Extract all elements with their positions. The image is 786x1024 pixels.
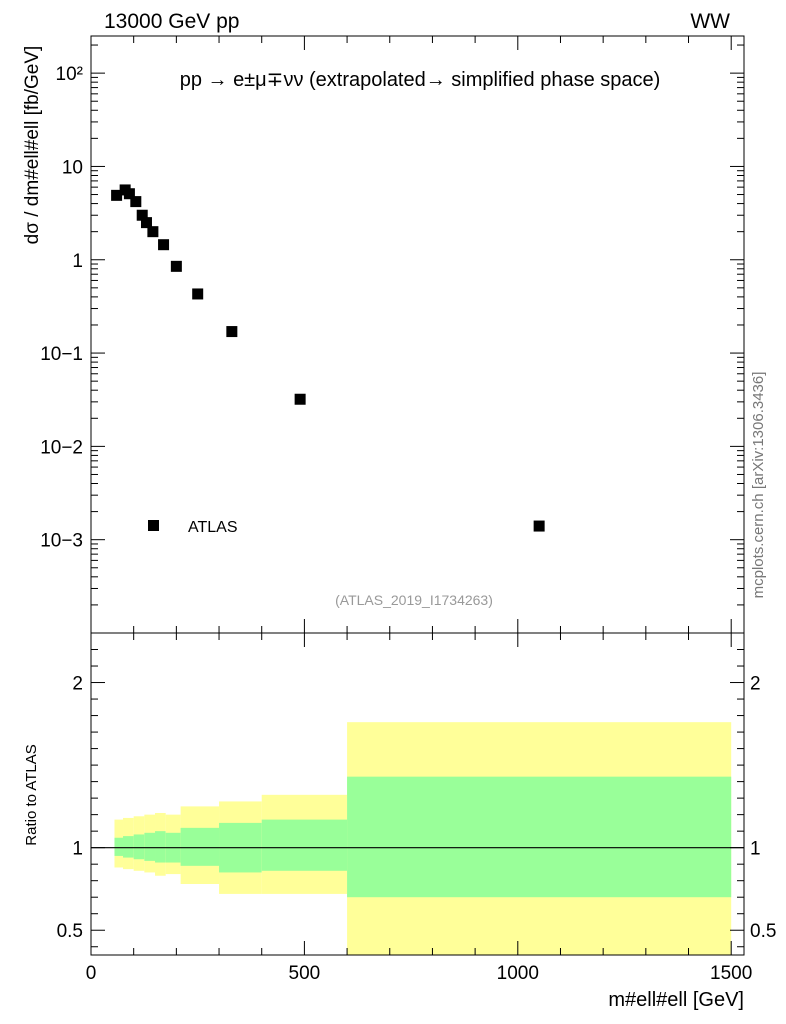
- y-tick-label: 1: [72, 251, 83, 272]
- x-tick-label: 1500: [710, 963, 752, 984]
- y-tick-label: 10²: [56, 64, 83, 85]
- header-left: 13000 GeV pp: [104, 10, 239, 33]
- ratio-y-tick-label-right: 1: [750, 839, 761, 860]
- data-point: [123, 188, 135, 200]
- data-point: [140, 217, 152, 229]
- y-tick-label: 10: [62, 157, 83, 178]
- data-point: [226, 326, 238, 338]
- plot-title: pp → e±μ∓νν (extrapolated→ simplified ph…: [180, 69, 661, 91]
- ratio-frame: [90, 632, 745, 956]
- main-data-points: [111, 184, 545, 532]
- ratio-inner-band: [114, 837, 124, 856]
- ratio-inner-band: [261, 819, 348, 871]
- data-point: [192, 288, 204, 300]
- legend-marker: [148, 520, 159, 531]
- ratio-y-tick-label: 0.5: [57, 921, 83, 942]
- x-tick-label: 1000: [497, 963, 539, 984]
- data-point: [294, 393, 306, 405]
- ratio-y-tick-label: 2: [72, 674, 83, 695]
- legend-label: ATLAS: [188, 519, 238, 536]
- watermark: mcplots.cern.ch [arXiv:1306.3436]: [750, 372, 767, 599]
- ratio-inner-band: [180, 827, 220, 866]
- ratio-axis-label: Ratio to ATLAS: [23, 744, 40, 845]
- ratio-y-tick-label-right: 2: [750, 674, 761, 695]
- data-point: [111, 189, 123, 201]
- y-tick-label: 10−1: [40, 344, 83, 365]
- ratio-inner-band: [347, 776, 732, 898]
- y-axis-label: dσ / dm#ell#ell [fb/GeV]: [22, 46, 43, 245]
- main-panel: 10−3 10−2 10−1 1 10 10² pp → e±μ∓νν (extrapol…: [22, 35, 745, 634]
- ratio-inner-band: [144, 832, 156, 861]
- main-ticks: 10−3 10−2 10−1 1 10 10²: [40, 36, 744, 633]
- x-tick-label: 0: [86, 963, 97, 984]
- data-point: [533, 520, 545, 532]
- ratio-y-tick-label-right: 0.5: [750, 921, 776, 942]
- ratio-inner-band: [123, 836, 134, 858]
- ratio-ticks: 0.5 0.5 1 1 2 2 0 500 1000 1500: [57, 633, 776, 984]
- y-tick-label: 10−2: [40, 437, 83, 458]
- legend: ATLAS: [148, 519, 238, 536]
- analysis-tag: (ATLAS_2019_I1734263): [335, 592, 493, 608]
- data-point: [170, 260, 182, 272]
- y-tick-label: 10−3: [40, 531, 83, 552]
- data-point: [158, 239, 170, 251]
- data-point: [136, 209, 148, 221]
- x-axis-label: m#ell#ell [GeV]: [608, 989, 744, 1011]
- data-point: [130, 196, 142, 208]
- ratio-bands: [91, 722, 744, 955]
- ratio-y-tick-label: 1: [72, 839, 83, 860]
- main-frame: [90, 35, 745, 634]
- ratio-inner-band: [133, 834, 145, 860]
- header-right: WW: [690, 10, 730, 33]
- ratio-inner-band: [155, 831, 166, 863]
- data-point: [147, 226, 159, 238]
- ratio-panel: 0.5 0.5 1 1 2 2 0 500 1000 1500 Ratio to ATLAS: [23, 632, 776, 984]
- x-tick-label: 500: [289, 963, 321, 984]
